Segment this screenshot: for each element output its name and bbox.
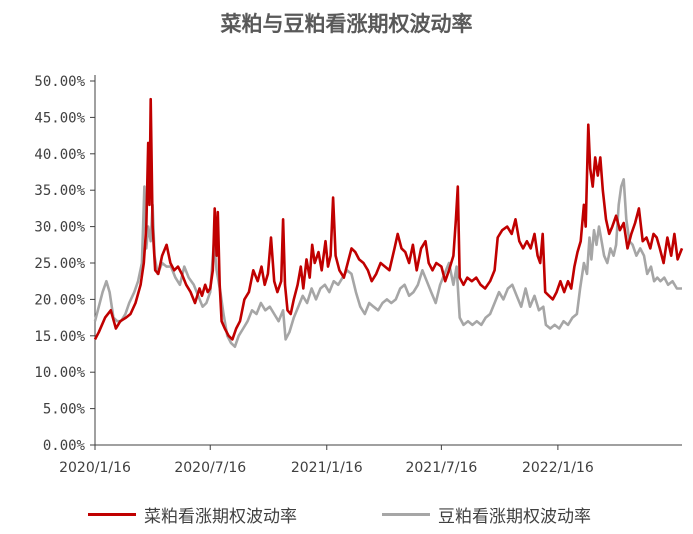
series-line-rapeseed-meal: [93, 97, 684, 341]
legend-label-rapeseed-meal: 菜粕看涨期权波动率: [144, 507, 297, 527]
series-line-soybean-meal: [93, 178, 682, 348]
y-tick-label: 20.00%: [34, 292, 85, 308]
legend-swatch-soybean-meal: [382, 513, 430, 516]
chart-title: 菜粕与豆粕看涨期权波动率: [220, 12, 473, 36]
y-tick-label: 15.00%: [34, 329, 85, 345]
y-tick-label: 45.00%: [34, 110, 85, 126]
x-tick-label: 2021/1/16: [291, 460, 363, 476]
series-layer: [93, 97, 684, 348]
x-tick-label: 2021/7/16: [405, 460, 477, 476]
y-tick-label: 40.00%: [34, 147, 85, 163]
legend-item-soybean-meal: 豆粕看涨期权波动率: [382, 502, 591, 527]
legend-label-soybean-meal: 豆粕看涨期权波动率: [438, 507, 591, 527]
y-tick-label: 30.00%: [34, 220, 85, 236]
y-tick-label: 50.00%: [34, 74, 85, 90]
y-tick-label: 5.00%: [43, 402, 86, 418]
legend-swatch-rapeseed-meal: [88, 513, 136, 516]
y-tick-label: 35.00%: [34, 183, 85, 199]
x-tick-label: 2022/1/16: [522, 460, 594, 476]
legend-item-rapeseed-meal: 菜粕看涨期权波动率: [88, 502, 297, 527]
y-tick-label: 0.00%: [43, 438, 86, 454]
x-tick-label: 2020/1/16: [59, 460, 131, 476]
y-tick-label: 25.00%: [34, 256, 85, 272]
x-tick-label: 2020/7/16: [174, 460, 246, 476]
y-tick-label: 10.00%: [34, 365, 85, 381]
legend: 菜粕看涨期权波动率 豆粕看涨期权波动率: [0, 502, 693, 530]
axes: 0.00% 5.00% 10.00% 15.00% 20.00% 25.00% 30.00%…: [34, 74, 682, 476]
